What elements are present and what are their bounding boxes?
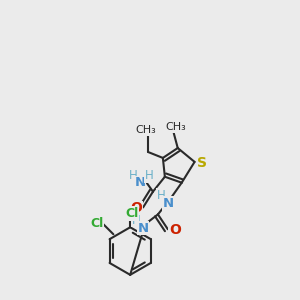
Text: CH₃: CH₃	[165, 122, 186, 132]
Text: O: O	[130, 202, 142, 215]
Text: Cl: Cl	[125, 207, 139, 220]
Text: Cl: Cl	[90, 217, 104, 230]
Text: CH₃: CH₃	[136, 125, 156, 135]
Text: N: N	[137, 222, 148, 235]
Text: H: H	[132, 214, 140, 227]
Text: H: H	[145, 169, 153, 182]
Text: O: O	[169, 223, 181, 237]
Text: H: H	[157, 189, 165, 202]
Text: H: H	[129, 169, 137, 182]
Text: S: S	[196, 156, 206, 170]
Text: N: N	[134, 176, 146, 189]
Text: N: N	[162, 197, 173, 210]
